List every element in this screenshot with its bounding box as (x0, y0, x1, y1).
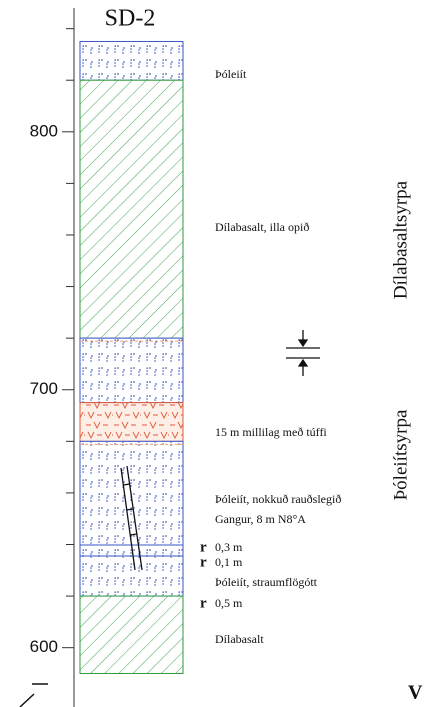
tick-label: 600 (30, 637, 58, 656)
annotation: Þóleiít, straumflögótt (215, 575, 318, 589)
annotation: Gangur, 8 m N8°A (215, 512, 306, 526)
layer (79, 402, 184, 442)
annotation: Dílabasalt (215, 632, 264, 646)
marker: r (200, 539, 207, 555)
corner-label: V (408, 682, 423, 704)
layer (79, 337, 184, 404)
annotation: 15 m millilag með túffi (215, 425, 327, 439)
column (79, 41, 184, 674)
layer (79, 79, 184, 339)
formation-label: Þóleiítsyrpa (390, 409, 411, 500)
annotation: 0,1 m (215, 555, 243, 569)
tick-label: 800 (30, 121, 58, 140)
annotation: Þóleiít (215, 67, 247, 81)
dike (120, 465, 143, 571)
tick-label: 700 (30, 379, 58, 398)
corner-mark (19, 683, 48, 707)
layer (79, 595, 184, 674)
annotation: 0,3 m (215, 540, 243, 554)
marker: r (200, 554, 207, 570)
layer (79, 440, 184, 597)
layer (79, 41, 184, 81)
annotation: Dílabasalt, illa opið (215, 220, 309, 234)
annotation: 0,5 m (215, 596, 243, 610)
title: SD-2 (105, 6, 156, 32)
contact-symbol (286, 330, 320, 376)
annotation: Þóleiít, nokkuð rauðslegið (215, 492, 341, 506)
formation-label: Dílabasaltsyrpa (390, 180, 411, 299)
marker: r (200, 595, 207, 611)
